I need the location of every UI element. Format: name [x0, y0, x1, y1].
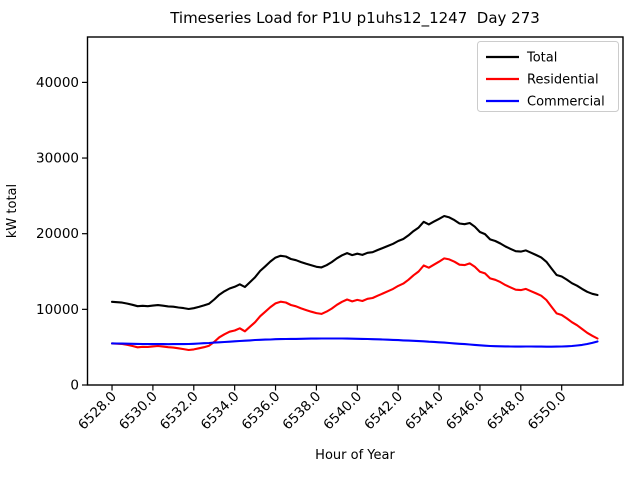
x-tick-label: 6536.0 — [239, 389, 284, 434]
x-axis-ticks: 6528.06530.06532.06534.06536.06538.06540… — [75, 385, 570, 434]
y-axis-label: kW total — [5, 184, 20, 238]
chart-title: Timeseries Load for P1U p1uhs12_1247 Day… — [169, 9, 540, 28]
x-tick-label: 6544.0 — [402, 389, 447, 434]
y-tick-label: 30000 — [36, 151, 79, 167]
y-tick-label: 10000 — [36, 302, 79, 318]
y-tick-label: 20000 — [36, 226, 79, 242]
legend-label-commercial: Commercial — [527, 95, 605, 110]
series-line-total — [110, 214, 599, 311]
axes-border — [86, 36, 624, 386]
x-tick-label: 6530.0 — [116, 389, 161, 434]
x-tick-label: 6548.0 — [484, 389, 529, 434]
plot-series — [110, 214, 599, 352]
y-axis-ticks: 0 10000 20000 30000 40000 — [36, 75, 88, 394]
x-tick-label: 6532.0 — [157, 389, 202, 434]
legend-label-total: Total — [526, 51, 557, 66]
y-tick-label: 0 — [70, 378, 79, 394]
legend-box — [477, 41, 619, 112]
series-line-commercial — [110, 337, 599, 348]
y-tick-label: 40000 — [36, 75, 79, 91]
legend: Total Residential Commercial — [477, 41, 619, 112]
x-tick-label: 6550.0 — [525, 389, 570, 434]
x-tick-label: 6540.0 — [320, 389, 365, 434]
legend-label-residential: Residential — [527, 73, 599, 88]
x-tick-label: 6528.0 — [75, 389, 120, 434]
x-tick-label: 6546.0 — [443, 389, 488, 434]
x-axis-label: Hour of Year — [315, 448, 395, 463]
x-tick-label: 6542.0 — [361, 389, 406, 434]
series-line-residential — [110, 257, 599, 352]
x-tick-label: 6534.0 — [198, 389, 243, 434]
x-tick-label: 6538.0 — [280, 389, 325, 434]
